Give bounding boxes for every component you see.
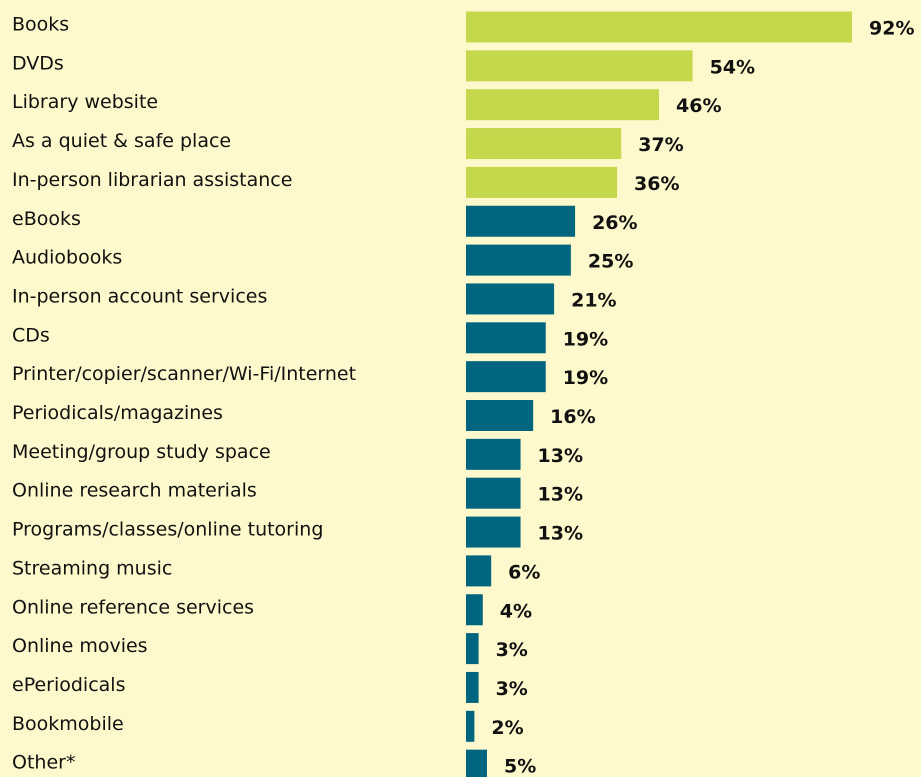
value-label: 46% bbox=[676, 95, 721, 117]
value-label: 5% bbox=[504, 756, 536, 777]
category-label: Printer/copier/scanner/Wi-Fi/Internet bbox=[12, 363, 356, 385]
bar bbox=[466, 322, 546, 354]
category-label: Meeting/group study space bbox=[12, 441, 271, 463]
category-label: eBooks bbox=[12, 208, 81, 230]
bar bbox=[466, 166, 618, 198]
bar bbox=[466, 710, 475, 742]
bar bbox=[466, 671, 479, 703]
category-label: DVDs bbox=[12, 52, 64, 74]
value-label: 6% bbox=[508, 561, 540, 583]
bar bbox=[466, 400, 534, 431]
value-label: 2% bbox=[491, 717, 523, 739]
category-label: Books bbox=[12, 14, 69, 36]
category-label: ePeriodicals bbox=[12, 674, 125, 696]
value-label: 3% bbox=[496, 639, 528, 661]
value-label: 19% bbox=[563, 367, 608, 389]
value-label: 37% bbox=[638, 134, 683, 156]
bar bbox=[466, 516, 521, 548]
value-label: 21% bbox=[571, 289, 616, 311]
value-label: 13% bbox=[538, 523, 583, 545]
value-label: 36% bbox=[634, 173, 679, 195]
value-label: 4% bbox=[500, 600, 532, 622]
value-label: 3% bbox=[496, 678, 528, 700]
category-label: Online research materials bbox=[12, 480, 257, 502]
bar bbox=[466, 205, 576, 237]
category-label: Bookmobile bbox=[12, 713, 124, 735]
category-label: CDs bbox=[12, 324, 50, 346]
bar bbox=[466, 749, 487, 777]
value-label: 25% bbox=[588, 251, 633, 273]
category-label: In-person librarian assistance bbox=[12, 169, 292, 191]
bar bbox=[466, 361, 546, 393]
bar bbox=[466, 50, 693, 82]
bar bbox=[466, 555, 492, 587]
bar bbox=[466, 11, 852, 43]
bar bbox=[466, 633, 479, 665]
bar bbox=[466, 128, 622, 160]
bar bbox=[466, 89, 659, 121]
value-label: 92% bbox=[869, 18, 914, 40]
bar bbox=[466, 244, 571, 276]
category-label: Online reference services bbox=[12, 596, 254, 618]
bar bbox=[466, 594, 483, 626]
bar bbox=[466, 438, 521, 470]
category-label: Audiobooks bbox=[12, 247, 122, 269]
category-label: Streaming music bbox=[12, 557, 172, 579]
value-label: 54% bbox=[710, 56, 755, 78]
category-label: Periodicals/magazines bbox=[12, 402, 223, 424]
category-label: Other* bbox=[12, 752, 75, 774]
category-label: Programs/classes/online tutoring bbox=[12, 519, 323, 541]
category-label: Library website bbox=[12, 91, 158, 113]
value-label: 26% bbox=[592, 212, 637, 234]
category-label: Online movies bbox=[12, 635, 148, 657]
category-label: As a quiet & safe place bbox=[12, 130, 231, 152]
bar bbox=[466, 283, 555, 315]
value-label: 13% bbox=[538, 445, 583, 467]
value-label: 16% bbox=[550, 406, 595, 428]
value-label: 19% bbox=[563, 328, 608, 350]
bar bbox=[466, 477, 521, 509]
category-label: In-person account services bbox=[12, 285, 267, 307]
value-label: 13% bbox=[538, 484, 583, 506]
